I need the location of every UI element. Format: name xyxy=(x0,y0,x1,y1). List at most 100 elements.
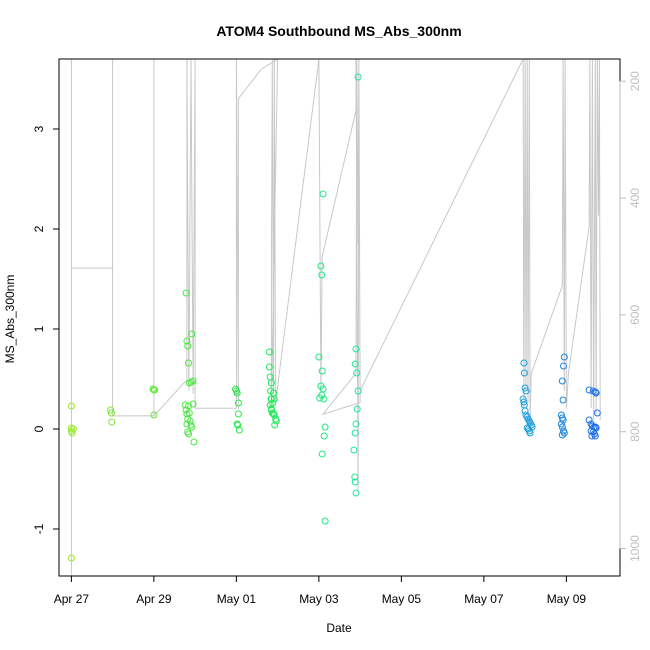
data-point xyxy=(318,271,326,279)
data-point xyxy=(559,396,567,404)
data-point xyxy=(185,359,192,367)
data-point xyxy=(352,345,360,353)
data-point xyxy=(265,348,273,356)
data-point xyxy=(185,402,192,410)
data-point xyxy=(526,429,534,437)
data-point xyxy=(189,400,197,408)
data-point xyxy=(234,421,242,429)
data-point xyxy=(184,342,192,350)
data-point xyxy=(352,420,360,428)
x-axis-label: Date xyxy=(326,621,352,635)
y-axis-label: MS_Abs_300nm xyxy=(3,275,17,364)
data-point xyxy=(108,418,116,426)
data-point xyxy=(182,289,190,297)
data-point xyxy=(351,478,359,486)
data-point xyxy=(315,353,323,361)
data-point xyxy=(591,388,599,396)
y-axis: -1 0 1 2 3 xyxy=(32,125,60,534)
data-point xyxy=(354,73,362,81)
chart-title: ATOM4 Southbound MS_Abs_300nm xyxy=(216,23,461,39)
data-point xyxy=(559,416,567,424)
x-tick-label: Apr 29 xyxy=(136,592,172,606)
data-point xyxy=(183,337,191,345)
data-point xyxy=(558,377,566,385)
data-point xyxy=(185,430,192,438)
data-point xyxy=(69,425,77,433)
data-point xyxy=(558,423,566,431)
data-point xyxy=(235,426,243,434)
data-point xyxy=(524,415,532,423)
data-point xyxy=(268,409,276,417)
data-point xyxy=(560,362,567,370)
data-point xyxy=(151,386,159,394)
data-point xyxy=(271,421,279,429)
secondary-y-tick-label: 800 xyxy=(628,421,642,441)
secondary-y-tick-label: 400 xyxy=(628,188,642,208)
x-tick-label: May 05 xyxy=(382,592,422,606)
secondary-y-tick-label: 200 xyxy=(628,71,642,91)
data-point xyxy=(558,431,566,439)
data-point xyxy=(585,416,593,424)
secondary-y-axis: 200 400 600 800 1000 xyxy=(619,71,642,562)
data-point xyxy=(150,411,158,419)
data-point xyxy=(560,353,568,361)
x-tick-label: May 01 xyxy=(217,592,257,606)
data-point xyxy=(557,420,565,428)
data-point xyxy=(190,438,198,446)
data-point xyxy=(557,411,565,419)
data-point xyxy=(319,190,327,198)
data-point xyxy=(318,367,326,375)
x-tick-label: Apr 27 xyxy=(54,592,90,606)
data-point xyxy=(189,377,197,385)
data-point xyxy=(353,369,361,377)
y-tick-label: 1 xyxy=(32,325,46,332)
data-point xyxy=(267,379,275,387)
data-point xyxy=(321,517,329,525)
data-point xyxy=(233,389,241,397)
data-point xyxy=(520,359,528,367)
data-point xyxy=(272,417,280,425)
x-axis: Apr 27 Apr 29 May 01 May 03 May 05 May 07 May … xyxy=(54,575,587,606)
data-point xyxy=(185,379,193,387)
data-point xyxy=(351,360,359,368)
data-point xyxy=(521,384,529,392)
data-point xyxy=(521,407,529,415)
data-point xyxy=(592,389,600,397)
data-point xyxy=(585,386,593,394)
data-point xyxy=(317,262,325,270)
x-tick-label: May 09 xyxy=(547,592,587,606)
data-point xyxy=(520,398,528,406)
data-point xyxy=(316,394,324,402)
data-point xyxy=(350,446,358,454)
data-point xyxy=(67,554,75,562)
y-tick-label: 3 xyxy=(32,125,46,132)
x-tick-label: May 03 xyxy=(299,592,339,606)
data-point xyxy=(522,387,530,395)
secondary-y-tick-label: 1000 xyxy=(628,535,642,562)
data-point xyxy=(234,410,242,418)
data-point xyxy=(351,429,359,437)
data-point xyxy=(107,406,115,414)
data-point xyxy=(591,432,599,440)
data-point xyxy=(107,409,115,417)
y-tick-label: 2 xyxy=(32,225,46,232)
data-point xyxy=(318,450,326,458)
data-point xyxy=(188,330,196,338)
data-point xyxy=(353,405,361,413)
data-point xyxy=(588,432,596,440)
data-point xyxy=(267,395,275,403)
data-point xyxy=(181,401,189,409)
data-point xyxy=(265,363,273,371)
data-point xyxy=(267,406,275,414)
x-tick-label: May 07 xyxy=(464,592,504,606)
data-point xyxy=(186,417,194,425)
secondary-y-tick-label: 600 xyxy=(628,305,642,325)
data-point xyxy=(67,402,75,410)
data-point xyxy=(352,489,360,497)
data-point xyxy=(149,385,157,393)
data-point xyxy=(270,395,278,403)
data-point xyxy=(560,429,568,437)
plot-area xyxy=(67,59,601,576)
